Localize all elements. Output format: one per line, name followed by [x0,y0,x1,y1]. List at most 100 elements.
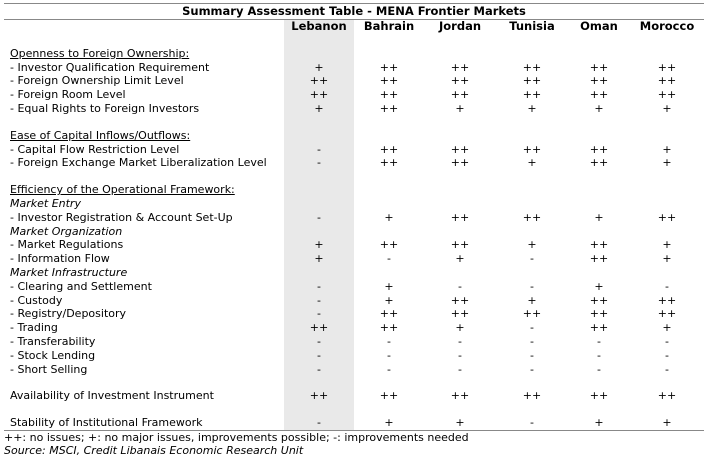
table-row: - Transferability - - - - - - [4,334,704,349]
rating-cell-oman: ++ [589,307,609,321]
rating-cell-tunisia: ++ [522,60,542,74]
rating-cell-bahrain: ++ [379,142,399,156]
table-row: - Market Regulations + ++ ++ + ++ + [4,238,704,253]
rating-cell-bahrain: + [384,293,394,307]
assessment-sheet: Summary Assessment Table - MENA Frontier… [4,3,704,457]
rating-cell-lebanon: + [284,252,354,266]
row-label: - Foreign Exchange Market Liberalization… [10,156,267,170]
section-heading: Ease of Capital Inflows/Outflows: [4,128,704,143]
empty-cell [496,225,568,239]
empty-cell [284,196,354,211]
empty-cell [630,266,704,280]
rating-cell-oman: ++ [589,238,609,252]
table-row: Availability of Investment Instrument ++ +… [4,389,704,404]
rating-cell-lebanon: - [284,156,354,171]
empty-cell [354,403,424,416]
empty-cell [568,376,630,389]
rating-cell-oman: + [568,416,630,431]
rating-cell-tunisia: ++ [522,210,542,224]
rating-cell-jordan: ++ [450,307,470,321]
rating-cell-jordan: - [458,362,462,376]
section-heading-label: Openness to Foreign Ownership: [10,46,190,60]
rating-cell-morocco: + [662,101,672,115]
rating-cell-lebanon: - [284,210,354,225]
table-row: - Foreign Room Level ++ ++ ++ ++ ++ ++ [4,88,704,102]
row-label: - Trading [10,321,58,335]
column-header-lebanon: Lebanon [284,19,354,34]
rating-cell-lebanon: - [284,142,354,157]
empty-cell [630,225,704,239]
rating-cell-bahrain: ++ [379,60,399,74]
table-notes: ++: no issues; +: no major issues, impro… [4,431,704,457]
row-label: - Foreign Ownership Limit Level [10,74,184,88]
rating-cell-bahrain: ++ [379,101,399,115]
empty-cell [496,266,568,280]
empty-cell [284,115,354,129]
rating-cell-jordan: ++ [450,60,470,74]
column-header-bahrain: Bahrain [363,19,415,33]
rating-cell-bahrain: ++ [379,238,399,252]
subsection-heading: Market Organization [4,224,704,239]
table-row: - Stock Lending - - - - - - [4,348,704,363]
rating-cell-oman: - [597,348,601,362]
empty-cell [568,403,630,416]
table-row: - Equal Rights to Foreign Investors + ++ + +… [4,101,704,116]
rating-cell-tunisia: + [527,101,537,115]
subsection-heading: Market Entry [4,196,704,211]
rating-cell-lebanon: - [284,362,354,377]
empty-cell [630,34,704,47]
row-label: - Clearing and Settlement [10,279,152,293]
section-heading: Openness to Foreign Ownership: [4,46,704,61]
rating-cell-bahrain: ++ [379,307,399,321]
rating-cell-lebanon: ++ [284,389,354,404]
rating-cell-bahrain: ++ [379,389,399,403]
rating-cell-bahrain: ++ [379,88,399,102]
rating-cell-jordan: + [455,101,465,115]
rating-cell-jordan: ++ [450,88,470,102]
rating-cell-tunisia: + [527,293,537,307]
subsection-heading: Market Infrastructure [4,265,704,280]
empty-cell [496,116,568,129]
rating-cell-jordan: + [455,321,465,335]
rating-cell-lebanon: + [284,101,354,116]
spacer-cell [4,170,284,183]
rating-cell-lebanon: ++ [284,88,354,102]
rating-cell-morocco: ++ [657,389,677,403]
rating-cell-morocco: ++ [657,210,677,224]
rating-cell-jordan: ++ [450,74,470,88]
row-label: - Stock Lending [10,348,96,362]
table-row: - Investor Registration & Account Set-Up… [4,210,704,225]
rating-cell-jordan: ++ [450,238,470,252]
rating-cell-tunisia: ++ [522,389,542,403]
rating-cell-bahrain: + [384,210,394,224]
rating-cell-bahrain: - [387,348,391,362]
rating-cell-morocco: + [662,321,672,335]
row-label: - Registry/Depository [10,307,127,321]
empty-cell [568,225,630,239]
row-label: - Information Flow [10,252,110,266]
rating-cell-lebanon: - [284,307,354,322]
rating-cell-lebanon: - [284,279,354,294]
empty-cell [424,403,496,416]
empty-cell [630,47,704,61]
empty-cell [354,116,424,129]
row-label: - Equal Rights to Foreign Investors [10,101,200,115]
rating-cell-oman: ++ [589,60,609,74]
empty-cell [354,129,424,143]
empty-cell [568,34,630,47]
empty-cell [424,376,496,389]
empty-cell [496,170,568,183]
rating-cell-bahrain: - [387,252,391,266]
empty-cell [284,376,354,390]
spacer-row [4,33,704,47]
empty-cell [424,129,496,143]
spacer-cell [4,376,284,389]
rating-cell-tunisia: - [530,334,534,348]
rating-cell-tunisia: - [530,362,534,376]
empty-cell [284,128,354,143]
empty-cell [568,183,630,197]
spacer-cell [4,116,284,129]
rating-cell-oman: ++ [589,156,609,170]
section-heading-label: Ease of Capital Inflows/Outflows: [10,128,191,142]
empty-cell [354,34,424,47]
